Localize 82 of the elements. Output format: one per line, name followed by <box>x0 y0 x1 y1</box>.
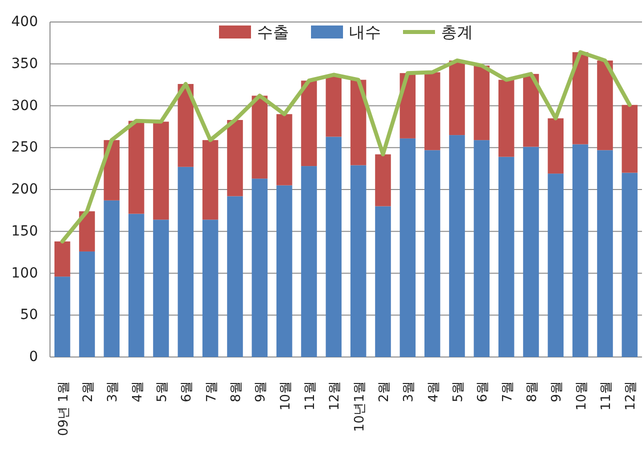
bar <box>523 146 539 357</box>
y-tick-label: 300 <box>11 98 38 114</box>
y-tick-label: 150 <box>11 223 38 240</box>
x-tick-label: 9월 <box>550 381 565 402</box>
bar <box>523 74 539 147</box>
x-tick-label: 6월 <box>476 381 491 402</box>
x-tick-label: 10월 <box>278 381 294 411</box>
bar <box>54 241 70 277</box>
bar <box>350 80 366 166</box>
bar <box>276 185 292 357</box>
bar <box>128 214 144 357</box>
x-tick-label: 7월 <box>204 381 220 402</box>
y-tick-label: 250 <box>11 140 38 156</box>
bar <box>128 120 144 214</box>
bar <box>597 60 613 150</box>
y-tick-label: 350 <box>11 56 38 72</box>
bar <box>153 122 169 220</box>
x-tick-label: 10월 <box>574 381 590 411</box>
y-tick-label: 400 <box>11 14 38 30</box>
bar <box>572 144 588 357</box>
bar <box>449 135 465 357</box>
bar <box>622 104 638 173</box>
bar <box>424 72 440 150</box>
bar <box>498 156 514 357</box>
bar <box>548 174 564 357</box>
legend-label: 총계 <box>441 22 473 42</box>
legend-label: 수출 <box>257 22 289 42</box>
x-tick-label: 6월 <box>180 381 195 402</box>
legend-label: 내수 <box>349 22 381 42</box>
bar <box>79 211 95 252</box>
x-tick-label: 11월 <box>303 381 318 411</box>
y-tick-label: 50 <box>20 307 38 324</box>
y-tick-label: 100 <box>11 265 38 282</box>
x-tick-label: 5월 <box>451 381 466 402</box>
x-tick-label: 12월 <box>624 381 639 411</box>
bar <box>202 140 218 220</box>
bar <box>375 206 391 357</box>
bar <box>498 80 514 157</box>
bar <box>79 251 95 357</box>
bar <box>548 118 564 174</box>
bar <box>474 66 490 140</box>
x-tick-label: 12월 <box>328 381 343 411</box>
x-tick-label: 5월 <box>155 381 170 402</box>
x-tick-label: 2월 <box>81 381 96 402</box>
bar <box>227 120 243 196</box>
bar <box>326 74 342 137</box>
bar <box>153 220 169 357</box>
bar <box>54 276 70 357</box>
x-tick-label: 3월 <box>106 381 121 402</box>
x-tick-label: 9월 <box>254 381 269 402</box>
x-tick-label: 11월 <box>599 381 614 411</box>
y-tick-label: 0 <box>29 349 38 365</box>
x-tick-label: 3월 <box>402 381 417 402</box>
bar <box>301 80 317 166</box>
x-tick-label: 8월 <box>229 381 244 402</box>
y-tick-label: 200 <box>11 182 38 198</box>
bar <box>326 136 342 357</box>
bar <box>622 172 638 357</box>
bar <box>227 196 243 357</box>
x-tick-label: 8월 <box>525 381 540 402</box>
bar <box>276 114 292 186</box>
bar <box>449 60 465 136</box>
bar <box>301 166 317 357</box>
bar <box>252 178 268 357</box>
x-tick-label: 4월 <box>426 381 442 402</box>
bar <box>375 154 391 206</box>
x-tick-label: 2월 <box>377 381 392 402</box>
bar <box>252 96 268 179</box>
bar <box>104 200 120 357</box>
x-tick-label: 09년 1월 <box>56 381 72 436</box>
bar <box>424 150 440 357</box>
x-tick-label: 10년1월 <box>352 381 368 432</box>
bar <box>474 140 490 357</box>
x-tick-label: 4월 <box>130 381 146 402</box>
bar <box>400 138 416 357</box>
bar <box>178 166 194 357</box>
bar <box>202 220 218 357</box>
line-series <box>60 50 632 244</box>
bar <box>350 165 366 357</box>
bar <box>597 150 613 357</box>
x-tick-label: 7월 <box>500 381 516 402</box>
bar <box>572 52 588 144</box>
